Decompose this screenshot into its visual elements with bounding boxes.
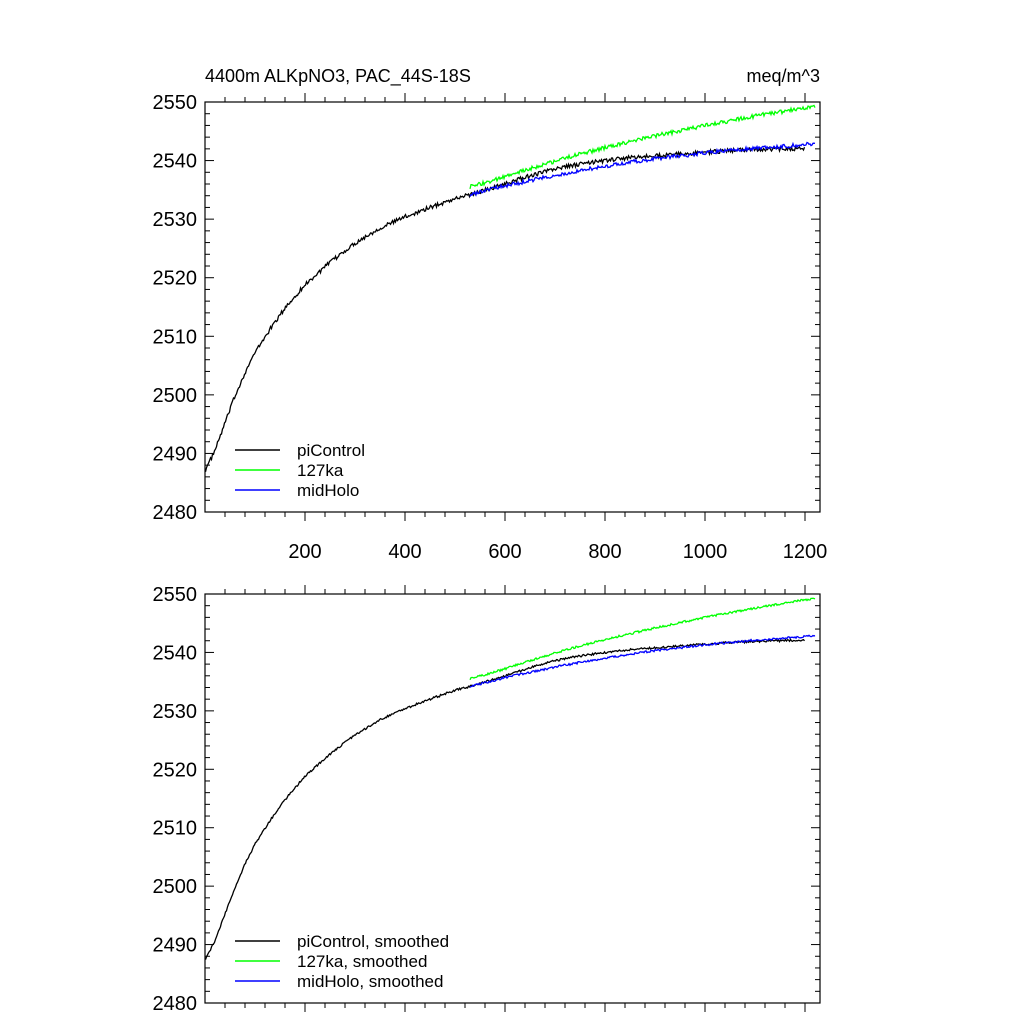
y-tick-label: 2510	[153, 818, 198, 840]
y-tick-label: 2500	[153, 385, 198, 407]
top-panel-title: 4400m ALKpNO3, PAC_44S-18S	[205, 66, 471, 87]
series-line-1	[469, 104, 816, 190]
y-tick-label: 2510	[153, 326, 198, 348]
y-tick-label: 2480	[153, 993, 198, 1015]
plot-frame	[204, 593, 821, 1004]
y-tick-label: 2520	[153, 759, 198, 781]
plot-frame	[204, 101, 821, 513]
bottom-panel: 2480 2490 2500 2510 2520 2530 2540 2550 piContro…	[153, 584, 821, 1015]
legend-label: midHolo, smoothed	[297, 972, 443, 991]
y-tick-label: 2550	[153, 92, 198, 114]
y-tick-label: 2540	[153, 151, 198, 173]
legend-label: piControl	[297, 441, 365, 460]
legend-label: midHolo	[297, 481, 359, 500]
top-panel-units: meq/m^3	[747, 66, 820, 86]
legend-label: piControl, smoothed	[297, 932, 449, 951]
series-line-0	[204, 144, 806, 472]
y-tick-label: 2500	[153, 876, 198, 898]
legend-label: 127ka	[297, 461, 344, 480]
x-tick-label: 1200	[783, 541, 828, 563]
y-tick-label: 2530	[153, 209, 198, 231]
series-line-2	[469, 634, 816, 688]
y-tick-label: 2520	[153, 268, 198, 290]
y-tick-label: 2550	[153, 584, 198, 606]
y-tick-label: 2530	[153, 701, 198, 723]
y-tick-label: 2490	[153, 443, 198, 465]
series-line-2	[469, 141, 816, 197]
y-tick-label: 2490	[153, 935, 198, 957]
top-panel: 4400m ALKpNO3, PAC_44S-18S meq/m^3 2480 2…	[153, 66, 828, 563]
x-tick-label: 200	[288, 541, 321, 563]
x-tick-label: 400	[388, 541, 421, 563]
y-tick-label: 2540	[153, 642, 198, 664]
series-line-1	[469, 597, 816, 681]
x-tick-label: 600	[488, 541, 521, 563]
x-tick-label: 800	[588, 541, 621, 563]
x-tick-label: 1000	[683, 541, 728, 563]
legend-label: 127ka, smoothed	[297, 952, 427, 971]
y-tick-label: 2480	[153, 502, 198, 524]
